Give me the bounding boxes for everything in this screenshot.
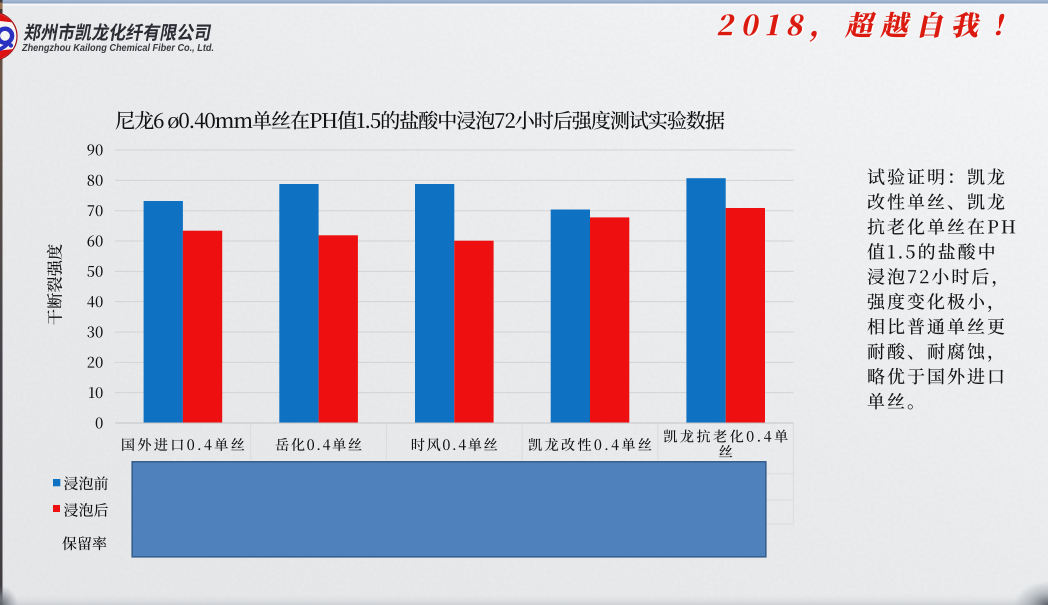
svg-text:Zhengzhou Kailong Chemical Fib: Zhengzhou Kailong Chemical Fiber Co., Lt…	[21, 43, 214, 54]
